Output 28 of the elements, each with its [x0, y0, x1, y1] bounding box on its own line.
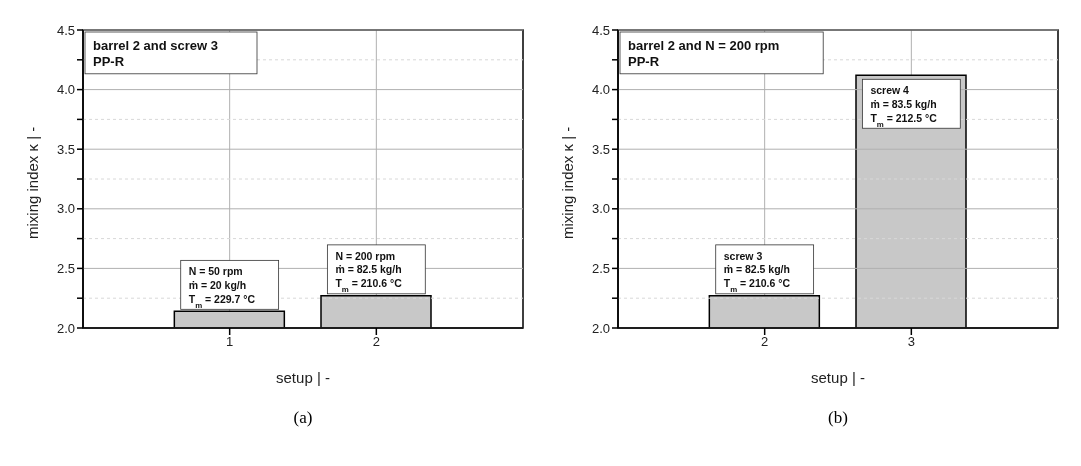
x-tick-label: 2 [761, 334, 769, 350]
y-tick-label: 2.5 [591, 261, 610, 277]
x-tick-label: 1 [226, 334, 234, 350]
y-tick-label: 4.0 [591, 82, 610, 98]
y-tick-label: 4.0 [56, 82, 75, 98]
text: (a) [292, 408, 314, 428]
y-tick-label: 3.0 [56, 201, 75, 217]
text: barrel 2 and screw 3 PP-R [93, 37, 219, 70]
x-axis-title: setup | - [811, 369, 865, 386]
annotation: screw 3 ṁ = 82.5 kg/h T$_{m}$ = 210.6 °C [723, 249, 791, 294]
annotation: N = 50 rpm ṁ = 20 kg/h T$_{m}$ = 229.7 °C [188, 265, 256, 310]
annotation: screw 4 ṁ = 83.5 kg/h T$_{m}$ = 212.5 °C [870, 84, 938, 129]
x-tick-label: 3 [907, 334, 915, 350]
y-axis-title: mixing index κ | - [24, 126, 42, 239]
y-tick-label: 4.5 [56, 22, 75, 38]
y-tick-label: 2.0 [591, 320, 610, 336]
x-tick-label: 2 [372, 334, 380, 350]
y-tick-label: 4.5 [591, 22, 610, 38]
y-axis-title: mixing index κ | - [559, 126, 577, 239]
y-tick-label: 3.0 [591, 201, 610, 217]
y-tick-label: 2.5 [56, 261, 75, 277]
y-tick-label: 3.5 [56, 141, 75, 157]
text: (b) [827, 408, 849, 428]
annotation: N = 200 rpm ṁ = 82.5 kg/h T$_{m}$ = 210.6 °C [335, 249, 403, 294]
y-tick-label: 3.5 [591, 141, 610, 157]
x-axis-title: setup | - [276, 369, 330, 386]
y-tick-label: 2.0 [56, 320, 75, 336]
text: barrel 2 and N = 200 rpm PP-R [628, 37, 780, 70]
